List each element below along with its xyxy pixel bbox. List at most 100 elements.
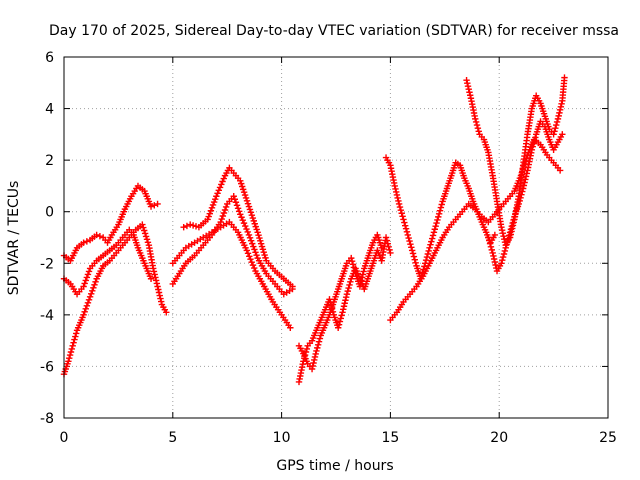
data-point	[82, 277, 89, 284]
data-point	[408, 244, 415, 251]
data-point	[89, 287, 96, 294]
data-point	[218, 215, 225, 223]
x-tick-label: 20	[490, 430, 508, 446]
data-point	[523, 170, 530, 177]
data-point	[251, 264, 258, 272]
data-point	[466, 92, 474, 99]
data-point	[387, 249, 394, 257]
data-point	[242, 222, 249, 230]
data-point	[425, 247, 432, 255]
data-point	[384, 240, 391, 247]
data-point	[247, 237, 255, 244]
data-point	[240, 219, 248, 227]
data-point	[303, 345, 311, 353]
data-point	[238, 183, 246, 190]
data-point	[238, 214, 245, 221]
data-point	[216, 184, 224, 191]
data-point	[360, 268, 367, 275]
data-point	[71, 336, 78, 343]
data-point	[253, 226, 260, 233]
x-axis-tick-labels: 0 5 10 15 20 25	[60, 430, 617, 446]
data-point	[230, 193, 237, 200]
data-point	[510, 216, 517, 224]
data-point	[246, 206, 254, 213]
data-point	[485, 237, 493, 244]
data-point	[426, 244, 433, 252]
data-point	[430, 229, 438, 236]
data-point	[553, 121, 560, 129]
data-point	[498, 226, 506, 234]
data-point	[252, 223, 259, 230]
x-tick-label: 25	[599, 430, 617, 446]
data-point	[406, 237, 413, 245]
data-point	[502, 244, 509, 252]
data-point	[247, 256, 254, 263]
data-point	[289, 283, 296, 290]
data-point	[400, 216, 407, 223]
data-point	[437, 204, 445, 211]
data-point	[529, 143, 536, 150]
data-point	[485, 234, 492, 241]
data-point	[80, 311, 87, 319]
data-point	[309, 362, 316, 370]
data-point	[396, 203, 404, 211]
series-track-g	[295, 234, 394, 386]
data-point	[435, 213, 442, 221]
data-point	[436, 207, 444, 214]
data-point	[239, 186, 247, 193]
data-point	[141, 230, 149, 237]
data-point	[256, 234, 263, 242]
data-point	[316, 335, 324, 342]
data-point	[235, 208, 243, 215]
data-point	[552, 124, 559, 132]
data-point	[249, 261, 257, 269]
data-point	[522, 176, 529, 183]
data-point	[247, 209, 255, 216]
data-point	[550, 131, 557, 138]
data-point	[553, 118, 561, 126]
y-axis-tick-labels: -8 -6 -4 -2 0 2 4 6	[40, 50, 54, 427]
data-point	[139, 221, 146, 228]
chart-title: Day 170 of 2025, Sidereal Day-to-day VTE…	[49, 23, 619, 39]
data-point	[152, 274, 159, 281]
data-point	[84, 299, 92, 307]
data-point	[213, 193, 220, 200]
x-tick-label: 15	[381, 430, 399, 446]
data-point	[189, 222, 197, 229]
data-point	[408, 247, 416, 254]
data-point	[233, 202, 241, 209]
data-point	[257, 237, 264, 245]
data-point	[473, 121, 481, 129]
data-point	[532, 134, 539, 141]
data-point	[409, 250, 417, 257]
data-point	[358, 277, 365, 284]
data-point	[85, 296, 93, 304]
data-point	[83, 302, 91, 310]
data-point	[192, 223, 200, 230]
data-point	[210, 198, 218, 206]
series-track-a	[60, 182, 161, 264]
data-point	[204, 216, 211, 223]
data-point	[554, 115, 562, 123]
data-point	[503, 241, 510, 248]
data-point	[254, 229, 261, 236]
data-point	[342, 297, 349, 304]
data-point	[356, 283, 364, 290]
data-point	[487, 243, 495, 250]
y-tick-label: -8	[40, 411, 54, 427]
data-point	[530, 140, 537, 147]
data-point	[151, 202, 158, 209]
data-point	[66, 351, 74, 359]
data-point	[344, 287, 351, 295]
data-point	[528, 146, 536, 154]
series-track-l	[485, 118, 566, 275]
data-point	[312, 350, 319, 358]
data-point	[240, 189, 248, 196]
data-point	[427, 241, 434, 248]
data-point	[243, 197, 251, 205]
data-point	[206, 210, 213, 217]
series-track-f	[180, 164, 296, 290]
data-point	[96, 233, 104, 240]
data-point	[249, 240, 256, 247]
